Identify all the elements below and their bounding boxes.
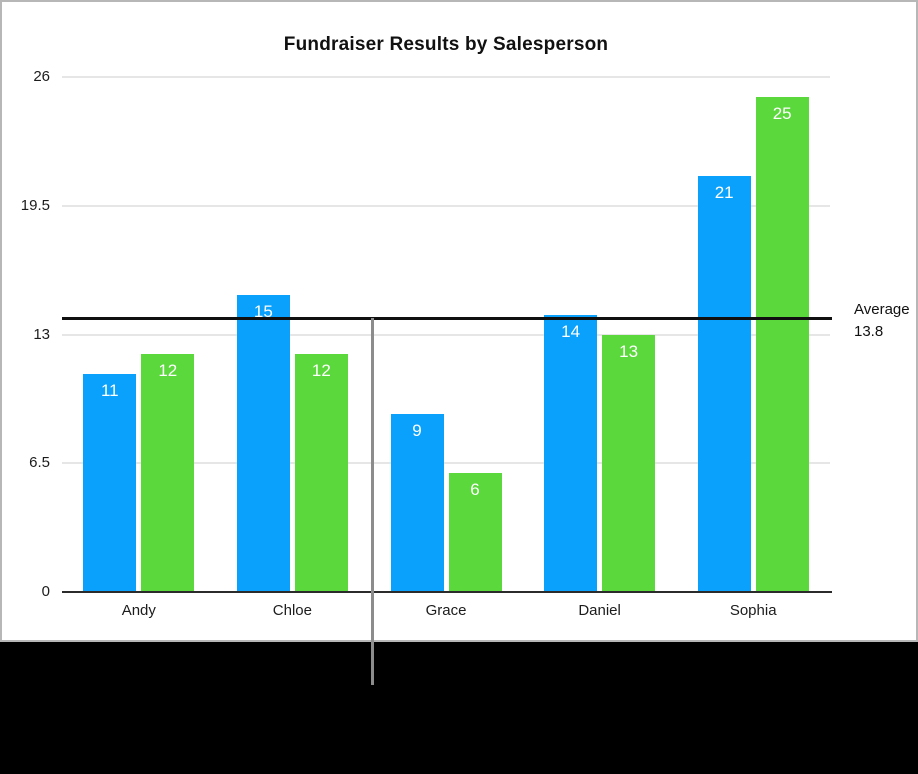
x-axis-category-label: Andy xyxy=(121,602,156,619)
chart-title: Fundraiser Results by Salesperson xyxy=(283,34,609,55)
footer-black-bar xyxy=(0,642,918,774)
callout-line xyxy=(371,318,374,685)
average-label-text: Average xyxy=(854,300,910,318)
bar-value-label: 6 xyxy=(470,480,480,500)
gridline xyxy=(62,333,830,336)
bar-value-label: 15 xyxy=(253,301,273,321)
bar-value-label: 11 xyxy=(100,381,119,401)
bar-value-label: 25 xyxy=(772,103,792,123)
bar-green-daniel: 13 xyxy=(602,334,656,592)
bar-blue-sophia: 21 xyxy=(697,176,751,592)
bar-blue-andy: 11 xyxy=(83,374,137,592)
x-axis-category-label: Daniel xyxy=(578,602,621,619)
x-axis-line xyxy=(62,591,832,593)
bar-blue-grace: 9 xyxy=(390,413,444,592)
bar-value-label: 12 xyxy=(158,361,178,381)
gridline xyxy=(62,462,830,465)
bar-green-andy: 12 xyxy=(141,354,195,592)
gridline xyxy=(62,204,830,207)
chart-panel: Fundraiser Results by Salesperson Averag… xyxy=(0,0,918,642)
x-axis-category-label: Chloe xyxy=(272,602,312,619)
bar-green-chloe: 12 xyxy=(294,354,348,592)
bar-value-label: 14 xyxy=(561,321,581,341)
average-label-value: 13.8 xyxy=(854,322,884,340)
average-label: Average 13.8 xyxy=(854,299,918,343)
y-axis-tick-label: 13 xyxy=(33,325,50,343)
bar-green-sophia: 25 xyxy=(755,96,809,592)
y-axis-tick-label: 6.5 xyxy=(29,454,50,472)
y-axis-tick-label: 19.5 xyxy=(20,196,50,214)
y-axis-tick-label: 0 xyxy=(41,583,50,600)
average-reference-line xyxy=(62,317,832,321)
bar-blue-chloe: 15 xyxy=(236,294,290,592)
bar-blue-daniel: 14 xyxy=(544,314,598,592)
bar-green-grace: 6 xyxy=(448,473,502,592)
bar-value-label: 13 xyxy=(619,341,639,361)
bar-value-label: 9 xyxy=(412,420,422,440)
gridline xyxy=(62,76,830,78)
x-axis-category-label: Grace xyxy=(425,602,467,619)
bar-value-label: 21 xyxy=(714,183,734,203)
bar-value-label: 12 xyxy=(311,361,331,381)
y-axis-tick-label: 26 xyxy=(33,68,50,85)
x-axis-category-label: Sophia xyxy=(729,602,777,619)
